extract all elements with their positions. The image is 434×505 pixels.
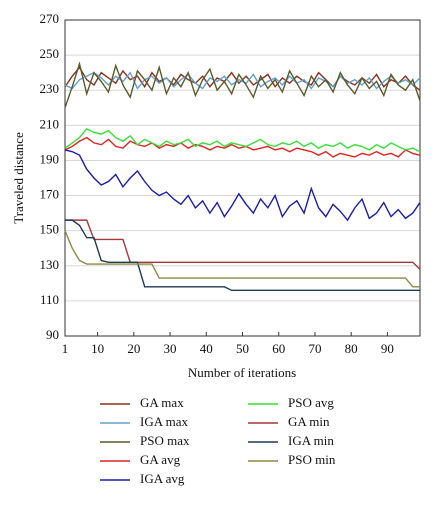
- x-tick-label: 60: [272, 341, 285, 356]
- legend-label: PSO min: [288, 452, 336, 467]
- y-tick-label: 90: [46, 327, 59, 342]
- plot-frame: [64, 19, 421, 337]
- x-axis-title: Number of iterations: [188, 365, 296, 380]
- series-line: [64, 149, 421, 222]
- x-tick-label: 20: [127, 341, 140, 356]
- legend-label: GA min: [288, 414, 330, 429]
- series-line: [64, 127, 421, 153]
- y-tick-label: 210: [40, 116, 60, 131]
- x-tick-label: 70: [308, 341, 321, 356]
- y-tick-label: 150: [40, 222, 60, 237]
- x-tick-label: 50: [236, 341, 249, 356]
- legend-label: IGA max: [140, 414, 189, 429]
- series-line: [64, 136, 421, 158]
- series-line: [64, 71, 421, 90]
- legend-label: IGA min: [288, 433, 334, 448]
- y-tick-label: 110: [40, 292, 59, 307]
- y-tick-label: 230: [40, 81, 60, 96]
- legend-label: GA max: [140, 395, 184, 410]
- series-line: [65, 219, 420, 292]
- x-tick-label: 40: [200, 341, 213, 356]
- legend-label: IGA avg: [140, 471, 185, 486]
- y-axis-title: Traveled distance: [11, 132, 26, 224]
- x-tick-label: 90: [381, 341, 394, 356]
- x-tick-label: 80: [345, 341, 358, 356]
- legend-label: GA avg: [140, 452, 181, 467]
- legend-label: PSO avg: [288, 395, 334, 410]
- y-tick-label: 130: [40, 257, 60, 272]
- y-tick-label: 170: [40, 187, 60, 202]
- x-tick-label: 1: [62, 341, 69, 356]
- series-line: [64, 61, 421, 109]
- y-tick-label: 270: [40, 11, 60, 26]
- legend-label: PSO max: [140, 433, 190, 448]
- y-tick-label: 190: [40, 151, 60, 166]
- series-line: [65, 219, 421, 270]
- x-tick-label: 10: [91, 341, 104, 356]
- y-tick-label: 250: [40, 46, 60, 61]
- x-tick-label: 30: [164, 341, 177, 356]
- series-line: [64, 230, 420, 288]
